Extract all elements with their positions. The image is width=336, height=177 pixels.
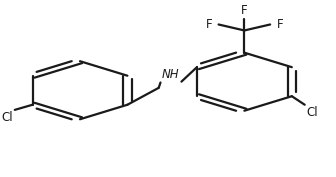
Text: NH: NH <box>161 68 179 81</box>
Text: F: F <box>206 18 212 31</box>
Text: F: F <box>241 4 248 17</box>
Text: Cl: Cl <box>306 106 318 119</box>
Text: F: F <box>277 18 283 31</box>
Text: Cl: Cl <box>2 111 13 124</box>
